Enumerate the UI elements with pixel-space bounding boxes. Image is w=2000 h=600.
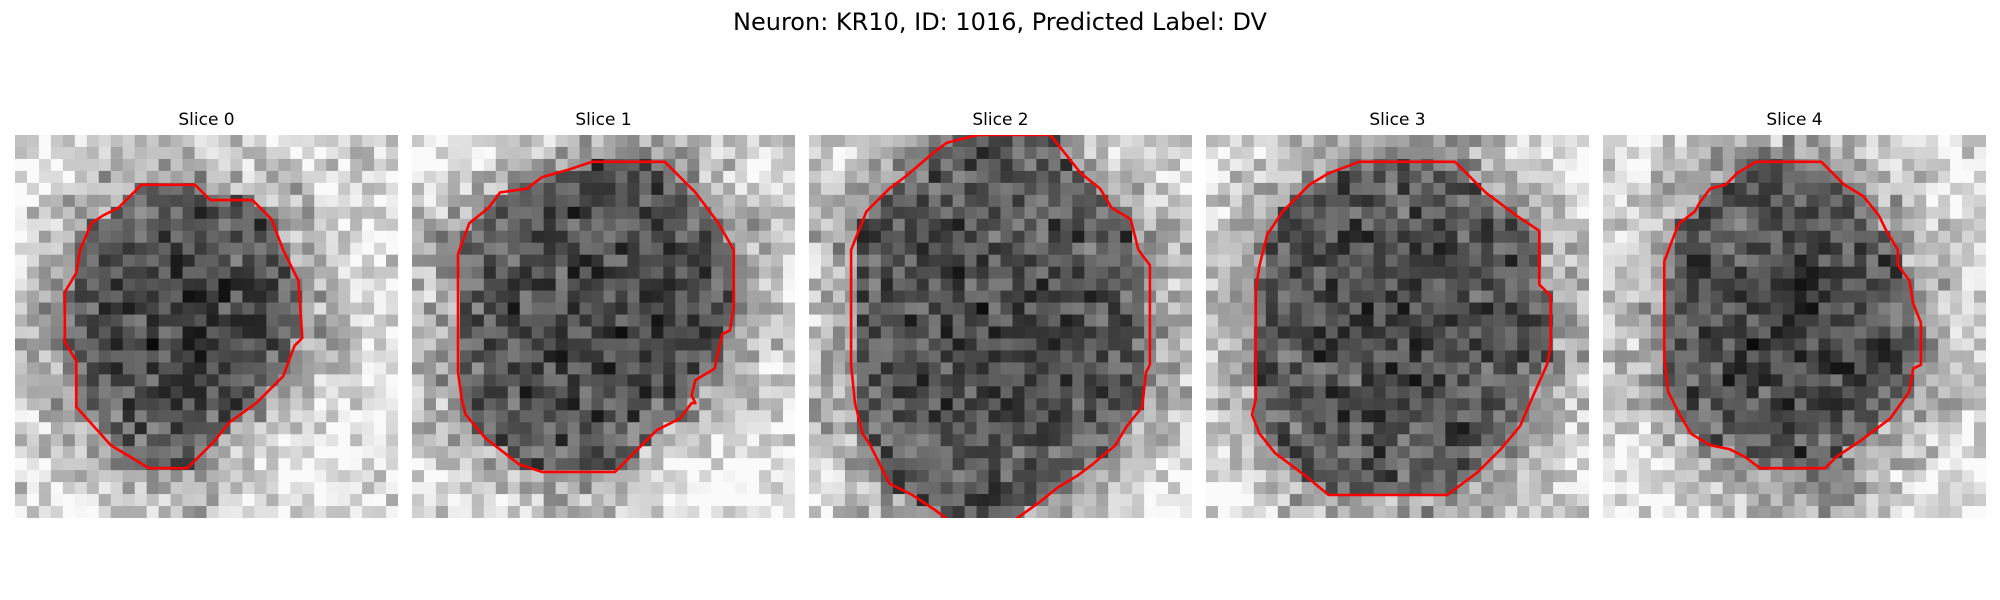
slice-panel-3: Slice 3 <box>1206 108 1589 518</box>
slice-panel-1: Slice 1 <box>412 108 795 518</box>
figure-title: Neuron: KR10, ID: 1016, Predicted Label:… <box>733 8 1267 36</box>
neuron-contour <box>849 135 1152 518</box>
slice-image <box>1206 135 1589 518</box>
slice-title: Slice 2 <box>972 110 1029 130</box>
slice-pixels <box>15 135 398 518</box>
slice-title: Slice 1 <box>575 110 632 130</box>
slice-image-svg <box>809 135 1192 518</box>
slice-panel-4: Slice 4 <box>1603 108 1986 518</box>
slice-image-svg <box>15 135 398 518</box>
slice-image-svg <box>412 135 795 518</box>
neuron-contour <box>1662 160 1923 470</box>
slice-title: Slice 3 <box>1369 110 1426 130</box>
slice-pixels <box>809 135 1192 518</box>
slice-pixels <box>1206 135 1589 518</box>
slice-panel-2: Slice 2 <box>809 108 1192 518</box>
slice-panel-0: Slice 0 <box>15 108 398 518</box>
slice-title: Slice 4 <box>1766 110 1823 130</box>
slice-image <box>809 135 1192 518</box>
slice-image <box>15 135 398 518</box>
slice-image <box>412 135 795 518</box>
neuron-contour <box>1250 160 1553 497</box>
neuron-contour <box>63 183 304 470</box>
slice-image <box>1603 135 1986 518</box>
slice-pixels <box>1603 135 1986 518</box>
slice-image-svg <box>1206 135 1589 518</box>
slice-title: Slice 0 <box>178 110 235 130</box>
neuron-contour <box>456 160 736 474</box>
slice-image-svg <box>1603 135 1986 518</box>
slice-pixels <box>412 135 795 518</box>
